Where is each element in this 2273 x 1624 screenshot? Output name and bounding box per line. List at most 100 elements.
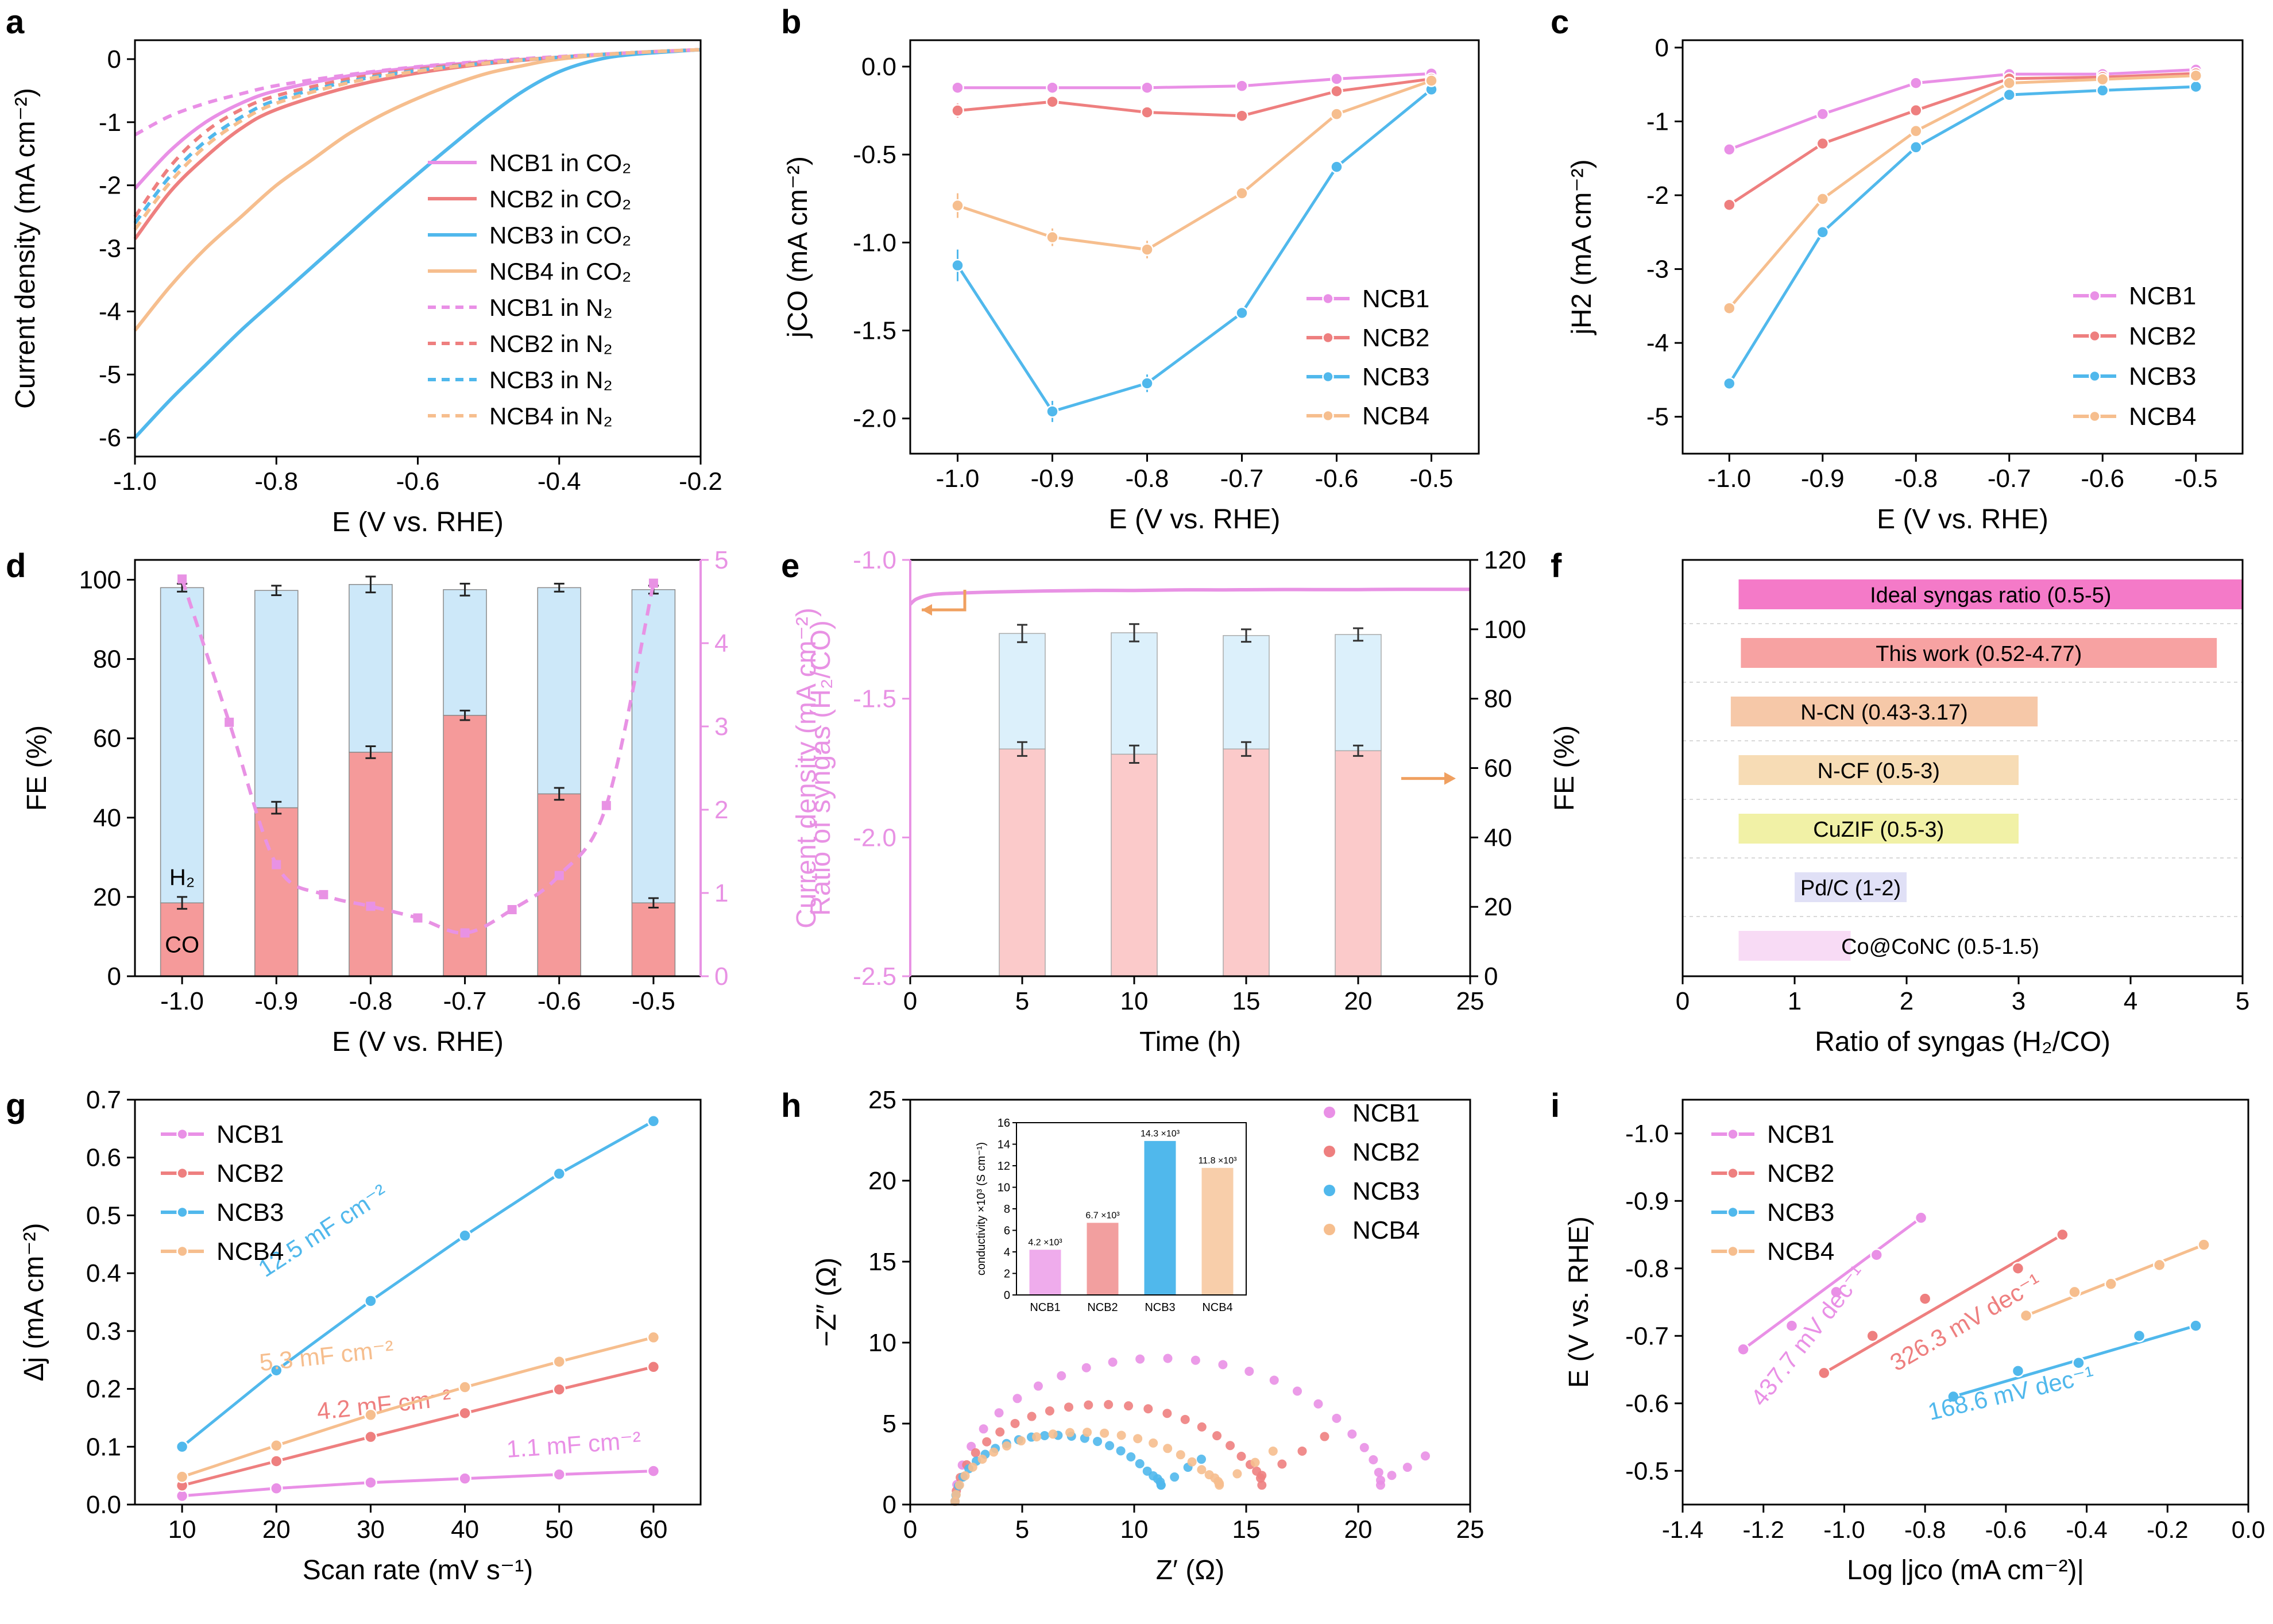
nyquist-point xyxy=(1108,1358,1118,1367)
nyquist-point xyxy=(1081,1363,1091,1372)
x-tick-label: -0.7 xyxy=(1220,465,1264,493)
data-point xyxy=(2068,1285,2081,1299)
y-tick-label: 0 xyxy=(107,45,121,74)
nyquist-point xyxy=(977,1454,987,1464)
y-tick-label: 100 xyxy=(79,566,121,594)
bar-h2 xyxy=(349,584,393,753)
nyquist-point xyxy=(1027,1412,1037,1421)
x-tick-label: -0.6 xyxy=(1985,1516,2027,1543)
x-tick-label: -0.5 xyxy=(632,987,675,1015)
series-line xyxy=(956,88,1433,413)
range-bar xyxy=(1738,931,1851,961)
nyquist-point xyxy=(1402,1463,1412,1472)
current-line xyxy=(909,587,1470,606)
data-point xyxy=(270,1439,283,1452)
plot-frame xyxy=(1681,39,2244,455)
x-tick-label: 10 xyxy=(1120,987,1149,1015)
ratio-point xyxy=(507,905,517,914)
legend-label: NCB3 xyxy=(1352,1177,1420,1205)
x-tick-label: -1.2 xyxy=(1743,1516,1784,1543)
series-line xyxy=(181,1336,654,1479)
x-tick-label: 5 xyxy=(1015,1515,1029,1544)
data-point xyxy=(458,1229,471,1242)
nyquist-point xyxy=(1093,1437,1103,1447)
bar-co xyxy=(631,902,676,977)
inset-bar xyxy=(1201,1167,1234,1295)
y-right-tick-label: 0 xyxy=(1484,962,1498,991)
x-tick-label: -0.6 xyxy=(396,467,440,496)
data-point xyxy=(2132,1329,2146,1343)
nyquist-point xyxy=(1190,1355,1200,1365)
data-point xyxy=(1723,143,1736,156)
range-label: N-CF (0.5-3) xyxy=(1818,759,1940,783)
x-tick-label: -0.8 xyxy=(1126,465,1169,493)
y-tick-label: 60 xyxy=(93,725,121,753)
y-tick-label: 20 xyxy=(868,1167,896,1195)
data-point xyxy=(2104,1277,2118,1291)
data-point xyxy=(1141,106,1154,119)
bar-h2 xyxy=(537,587,581,795)
data-point xyxy=(2056,1228,2069,1242)
nyquist-point xyxy=(1257,1471,1267,1480)
legend-label: NCB1 xyxy=(1352,1099,1420,1127)
ratio-point xyxy=(366,902,376,911)
x-axis-label: E (V vs. RHE) xyxy=(1877,504,2048,535)
nyquist-point xyxy=(1010,1418,1020,1428)
x-tick-label: 5 xyxy=(2236,987,2249,1015)
series-line xyxy=(957,77,1432,118)
nyquist-point xyxy=(1065,1428,1075,1437)
y-right-tick-label: 60 xyxy=(1484,755,1512,783)
nyquist-point xyxy=(1116,1446,1126,1456)
x-tick-label: 30 xyxy=(357,1515,385,1544)
nyquist-point xyxy=(1369,1455,1378,1464)
data-point xyxy=(1918,1292,1932,1305)
y-right-tick-label: 80 xyxy=(1484,685,1512,713)
legend-label: NCB2 xyxy=(2129,322,2196,350)
inset-x-tick-label: NCB1 xyxy=(1030,1301,1060,1314)
data-point xyxy=(175,1470,189,1483)
arrow-left-icon xyxy=(922,590,967,612)
data-point xyxy=(552,1468,566,1481)
data-point xyxy=(647,1331,660,1344)
y-tick-label: -0.5 xyxy=(853,141,896,169)
data-point xyxy=(1909,124,1923,138)
legend-marker xyxy=(2089,289,2101,302)
legend-label: NCB4 xyxy=(1767,1238,1834,1266)
nyquist-point xyxy=(1215,1479,1224,1488)
nyquist-point xyxy=(1187,1457,1197,1467)
bar-co xyxy=(254,807,299,977)
y-tick-label: -0.5 xyxy=(1625,1457,1669,1485)
plot-frame xyxy=(1681,559,2244,977)
data-point xyxy=(458,1472,471,1485)
nyquist-point xyxy=(1236,1451,1246,1461)
inset-y-axis-label: conductivity ×10³ (S cm⁻¹) xyxy=(975,1142,988,1275)
series-line xyxy=(1728,85,2196,385)
nyquist-point xyxy=(968,1462,977,1472)
nyquist-point xyxy=(1143,1404,1153,1414)
legend-label: NCB1 in N₂ xyxy=(489,294,613,321)
legend-label: NCB4 xyxy=(217,1238,284,1266)
data-point xyxy=(552,1167,566,1181)
y-tick-label: 0 xyxy=(107,962,121,991)
nyquist-point xyxy=(1048,1429,1058,1439)
x-axis-label: Scan rate (mV s⁻¹) xyxy=(303,1555,533,1586)
data-point xyxy=(647,1464,660,1478)
x-tick-label: -0.6 xyxy=(2081,465,2124,493)
nyquist-point xyxy=(1126,1452,1136,1461)
x-tick-label: -0.7 xyxy=(443,987,487,1015)
range-label: Ideal syngas ratio (0.5-5) xyxy=(1870,583,2111,608)
nyquist-point xyxy=(1421,1451,1430,1461)
series-line xyxy=(133,48,701,439)
data-point xyxy=(1818,1366,1831,1380)
data-point xyxy=(1235,79,1248,92)
ratio-point xyxy=(460,928,470,938)
range-bar xyxy=(1738,755,2019,785)
nyquist-point xyxy=(1212,1431,1222,1441)
nyquist-point xyxy=(1277,1459,1287,1469)
y-right-tick-label: 120 xyxy=(1484,546,1526,574)
data-point xyxy=(2019,1309,2033,1323)
nyquist-point xyxy=(1313,1399,1323,1409)
data-point xyxy=(2011,1364,2025,1378)
data-point xyxy=(364,1476,377,1489)
